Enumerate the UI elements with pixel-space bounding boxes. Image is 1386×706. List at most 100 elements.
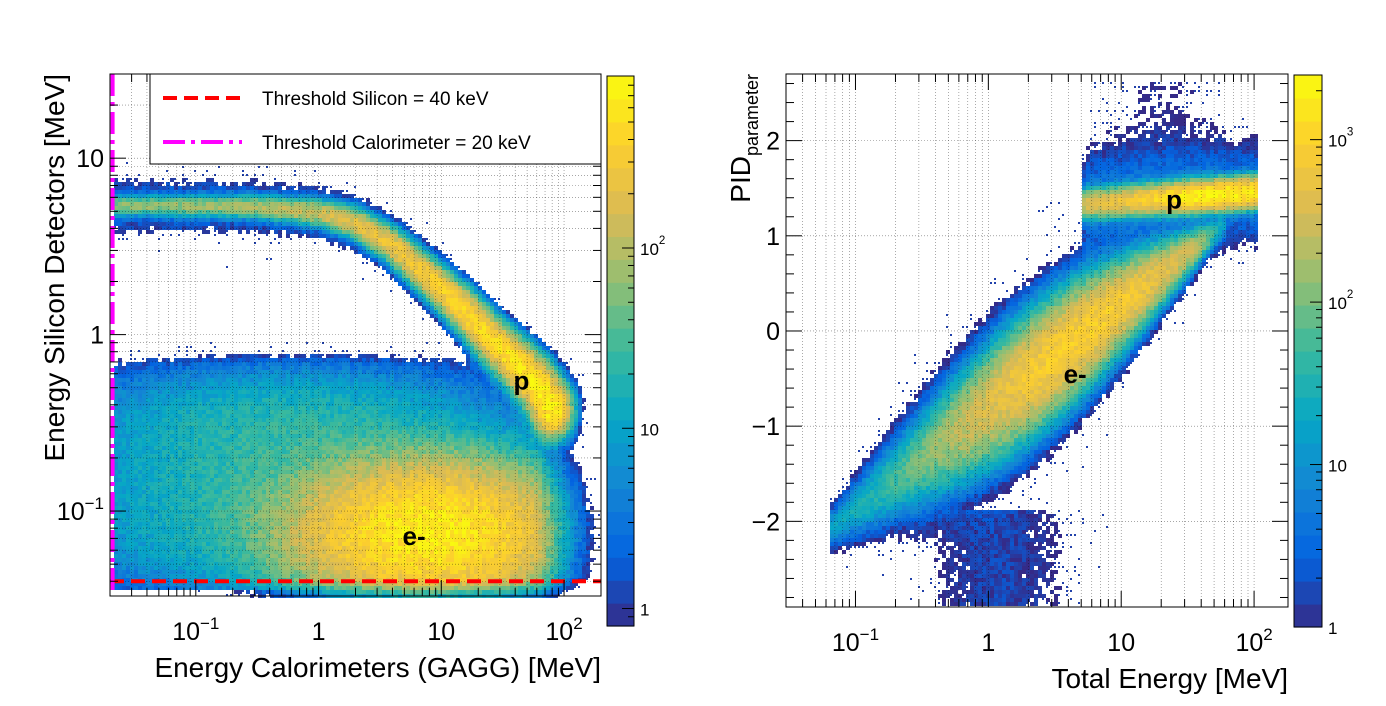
- left-heatmap-cell: [370, 426, 374, 430]
- left-heatmap-cell: [462, 438, 466, 442]
- left-heatmap-cell: [226, 454, 230, 458]
- left-heatmap-cell: [158, 386, 162, 390]
- left-heatmap-cell: [242, 358, 246, 362]
- left-heatmap-cell: [186, 378, 190, 382]
- left-heatmap-cell: [370, 226, 374, 230]
- left-heatmap-cell: [126, 194, 130, 198]
- left-heatmap-cell: [274, 370, 278, 374]
- left-heatmap-cell: [350, 366, 354, 370]
- left-heatmap-cell: [178, 442, 182, 446]
- left-heatmap-cell: [154, 182, 158, 186]
- left-heatmap-cell: [170, 186, 174, 190]
- left-heatmap-cell: [202, 466, 206, 470]
- left-heatmap-cell: [462, 306, 466, 310]
- left-heatmap-cell: [230, 186, 234, 190]
- left-heatmap-cell: [482, 406, 486, 410]
- left-heatmap-cell: [374, 430, 378, 434]
- left-heatmap-cell: [330, 206, 334, 210]
- left-heatmap-cell: [162, 186, 166, 190]
- left-heatmap-cell: [142, 390, 146, 394]
- left-heatmap-cell: [306, 230, 310, 234]
- left-heatmap-cell: [542, 434, 546, 438]
- left-heatmap-cell: [302, 386, 306, 390]
- left-heatmap-cell: [326, 458, 330, 462]
- left-heatmap-cell: [346, 214, 350, 218]
- left-heatmap-cell: [142, 446, 146, 450]
- left-heatmap-cell: [418, 370, 422, 374]
- left-heatmap-cell: [398, 470, 402, 474]
- left-heatmap-cell: [510, 358, 514, 362]
- left-heatmap-cell: [454, 430, 458, 434]
- left-heatmap-cell: [210, 178, 214, 182]
- left-heatmap-cell: [170, 202, 174, 206]
- left-heatmap-cell: [326, 370, 330, 374]
- left-heatmap-cell: [458, 402, 462, 406]
- left-heatmap-cell: [486, 334, 490, 338]
- left-heatmap-cell: [286, 406, 290, 410]
- left-heatmap-cell: [442, 458, 446, 462]
- left-heatmap-cell: [278, 390, 282, 394]
- left-heatmap-cell: [378, 434, 382, 438]
- left-heatmap-cell: [382, 414, 386, 418]
- left-heatmap-cell: [514, 358, 518, 362]
- left-heatmap-cell: [330, 214, 334, 218]
- left-heatmap-cell: [398, 278, 402, 282]
- left-heatmap-cell: [138, 206, 142, 210]
- left-heatmap-cell: [138, 422, 142, 426]
- left-heatmap-cell: [322, 434, 326, 438]
- left-heatmap-cell: [222, 422, 226, 426]
- left-heatmap-cell: [250, 390, 254, 394]
- left-heatmap-cell: [170, 394, 174, 398]
- left-heatmap-cell: [502, 466, 506, 470]
- left-heatmap-cell: [558, 454, 562, 458]
- left-heatmap-cell: [350, 226, 354, 230]
- left-heatmap-cell: [374, 390, 378, 394]
- left-heatmap-cell: [502, 398, 506, 402]
- left-heatmap-cell: [474, 366, 478, 370]
- left-heatmap-cell: [470, 282, 474, 286]
- left-heatmap-cell: [394, 466, 398, 470]
- left-heatmap-cell: [406, 382, 410, 386]
- left-heatmap-cell: [322, 458, 326, 462]
- left-heatmap-cell: [422, 430, 426, 434]
- left-heatmap-cell: [206, 386, 210, 390]
- left-heatmap-cell: [266, 354, 270, 358]
- left-heatmap-cell: [430, 370, 434, 374]
- left-heatmap-cell: [418, 250, 422, 254]
- left-heatmap-cell: [146, 358, 150, 362]
- left-heatmap-cell: [202, 430, 206, 434]
- left-heatmap-cell: [162, 206, 166, 210]
- left-heatmap-cell: [322, 438, 326, 442]
- left-heatmap-cell: [146, 390, 150, 394]
- left-heatmap-cell: [474, 322, 478, 326]
- left-heatmap-cell: [222, 186, 226, 190]
- left-heatmap-cell: [458, 302, 462, 306]
- left-heatmap-cell: [430, 282, 434, 286]
- left-heatmap-cell: [130, 370, 134, 374]
- left-heatmap-cell: [290, 362, 294, 366]
- left-heatmap-cell: [130, 182, 134, 186]
- left-heatmap-cell: [166, 466, 170, 470]
- left-heatmap-cell: [178, 190, 182, 194]
- left-heatmap-cell: [446, 386, 450, 390]
- left-heatmap-cell: [490, 406, 494, 410]
- left-heatmap-cell: [134, 226, 138, 230]
- left-heatmap-cell: [210, 414, 214, 418]
- left-heatmap-cell: [290, 446, 294, 450]
- left-heatmap-cell: [210, 406, 214, 410]
- left-heatmap-cell: [158, 362, 162, 366]
- left-heatmap-cell: [294, 230, 298, 234]
- left-heatmap-cell: [382, 462, 386, 466]
- left-heatmap-cell: [382, 226, 386, 230]
- left-heatmap-cell: [466, 318, 470, 322]
- left-heatmap-cell: [298, 218, 302, 222]
- left-heatmap-cell: [298, 182, 302, 186]
- left-heatmap-cell: [166, 198, 170, 202]
- left-heatmap-cell: [370, 354, 374, 358]
- left-heatmap-cell: [458, 454, 462, 458]
- left-heatmap-cell: [386, 430, 390, 434]
- left-heatmap-cell: [286, 206, 290, 210]
- left-heatmap-cell: [262, 190, 266, 194]
- left-heatmap-cell: [210, 342, 212, 344]
- left-heatmap-cell: [466, 358, 470, 362]
